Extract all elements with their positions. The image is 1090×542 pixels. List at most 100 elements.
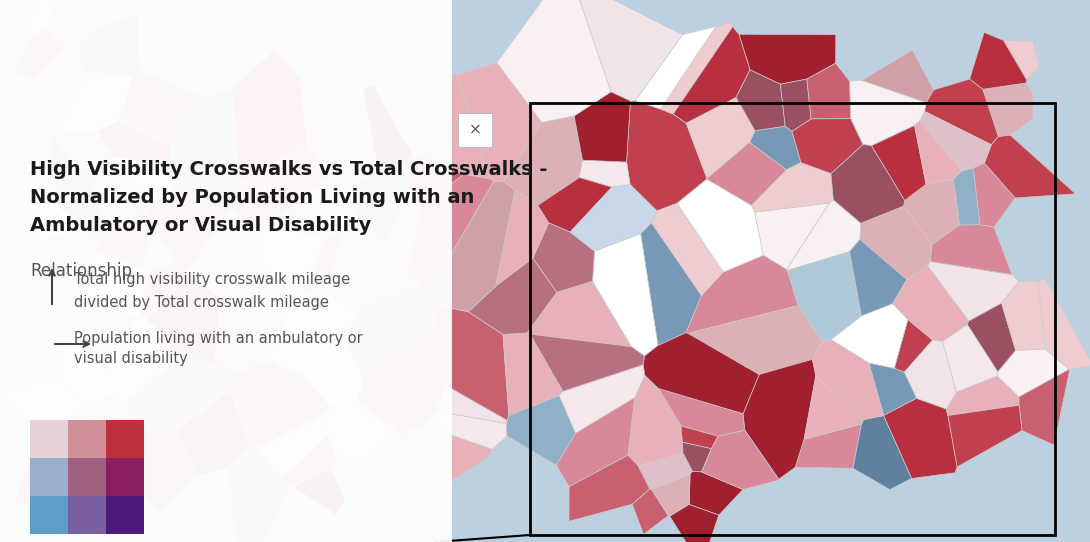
Polygon shape (641, 223, 701, 345)
Polygon shape (356, 332, 429, 428)
Polygon shape (904, 179, 959, 244)
Polygon shape (707, 143, 786, 205)
Polygon shape (229, 171, 303, 230)
Polygon shape (831, 145, 905, 223)
Polygon shape (300, 77, 377, 189)
Polygon shape (402, 426, 493, 485)
Polygon shape (312, 243, 422, 308)
Polygon shape (677, 179, 763, 272)
Text: Population living with an ambulatory or: Population living with an ambulatory or (74, 331, 363, 346)
Polygon shape (304, 227, 346, 293)
Polygon shape (643, 333, 759, 414)
Polygon shape (860, 206, 932, 280)
Polygon shape (507, 396, 576, 465)
Polygon shape (31, 228, 99, 310)
Polygon shape (14, 29, 61, 81)
Polygon shape (1019, 369, 1069, 445)
Text: Total high visibility crosswalk mileage: Total high visibility crosswalk mileage (74, 272, 350, 287)
Polygon shape (574, 92, 630, 162)
Bar (106, 496, 144, 534)
Polygon shape (13, 443, 75, 505)
Text: Ambulatory or Visual Disability: Ambulatory or Visual Disability (31, 216, 372, 235)
Bar (31, 458, 68, 496)
Polygon shape (144, 223, 177, 272)
Polygon shape (358, 450, 383, 501)
Polygon shape (849, 240, 907, 316)
Polygon shape (930, 225, 1012, 275)
Polygon shape (392, 327, 447, 435)
Polygon shape (187, 209, 264, 296)
Polygon shape (652, 474, 690, 517)
Polygon shape (905, 340, 956, 409)
Polygon shape (428, 181, 514, 312)
Polygon shape (268, 329, 341, 377)
Bar (31, 496, 68, 534)
Polygon shape (928, 261, 1019, 321)
Polygon shape (424, 411, 507, 449)
Polygon shape (52, 131, 117, 187)
Polygon shape (437, 386, 507, 423)
Polygon shape (984, 135, 1076, 198)
Polygon shape (292, 468, 346, 515)
Text: Relationship: Relationship (31, 262, 132, 280)
Polygon shape (556, 397, 634, 487)
Bar (31, 420, 68, 458)
Polygon shape (106, 317, 181, 403)
Polygon shape (579, 160, 630, 187)
Polygon shape (997, 349, 1069, 397)
Polygon shape (433, 306, 509, 421)
Polygon shape (669, 505, 718, 542)
Polygon shape (469, 258, 557, 334)
Polygon shape (216, 267, 293, 376)
Text: divided by Total crosswalk mileage: divided by Total crosswalk mileage (74, 295, 329, 310)
Polygon shape (688, 306, 822, 375)
Polygon shape (304, 340, 363, 405)
Polygon shape (849, 81, 926, 146)
Polygon shape (385, 189, 421, 268)
Polygon shape (674, 27, 750, 123)
Polygon shape (504, 116, 582, 205)
Polygon shape (123, 431, 197, 511)
Bar (106, 420, 144, 458)
Polygon shape (635, 27, 716, 109)
Polygon shape (804, 376, 863, 440)
Polygon shape (973, 163, 1015, 227)
Polygon shape (325, 402, 396, 462)
Polygon shape (57, 71, 133, 133)
Polygon shape (87, 252, 146, 317)
Polygon shape (652, 203, 724, 295)
Polygon shape (256, 414, 328, 478)
Polygon shape (750, 126, 801, 170)
Polygon shape (530, 334, 644, 391)
Bar (68, 420, 106, 458)
Polygon shape (681, 426, 718, 449)
Polygon shape (230, 360, 329, 449)
Polygon shape (119, 70, 205, 145)
Polygon shape (403, 156, 463, 207)
Polygon shape (869, 363, 917, 415)
Polygon shape (795, 424, 861, 468)
Bar (530, 103, 1055, 535)
Polygon shape (943, 324, 997, 392)
Polygon shape (35, 203, 77, 242)
Polygon shape (915, 121, 961, 184)
Polygon shape (861, 50, 934, 102)
Polygon shape (57, 294, 136, 370)
Polygon shape (262, 141, 329, 198)
Polygon shape (894, 319, 933, 372)
Polygon shape (537, 177, 611, 232)
Polygon shape (954, 168, 980, 225)
Polygon shape (502, 333, 562, 416)
Polygon shape (687, 98, 755, 178)
Polygon shape (32, 49, 85, 132)
Polygon shape (967, 303, 1016, 372)
Polygon shape (77, 12, 138, 75)
Polygon shape (807, 63, 850, 119)
Polygon shape (51, 139, 107, 235)
Polygon shape (792, 119, 863, 173)
FancyBboxPatch shape (458, 113, 492, 147)
Polygon shape (872, 126, 926, 201)
Polygon shape (780, 79, 811, 131)
Polygon shape (379, 433, 416, 506)
Polygon shape (269, 177, 359, 238)
